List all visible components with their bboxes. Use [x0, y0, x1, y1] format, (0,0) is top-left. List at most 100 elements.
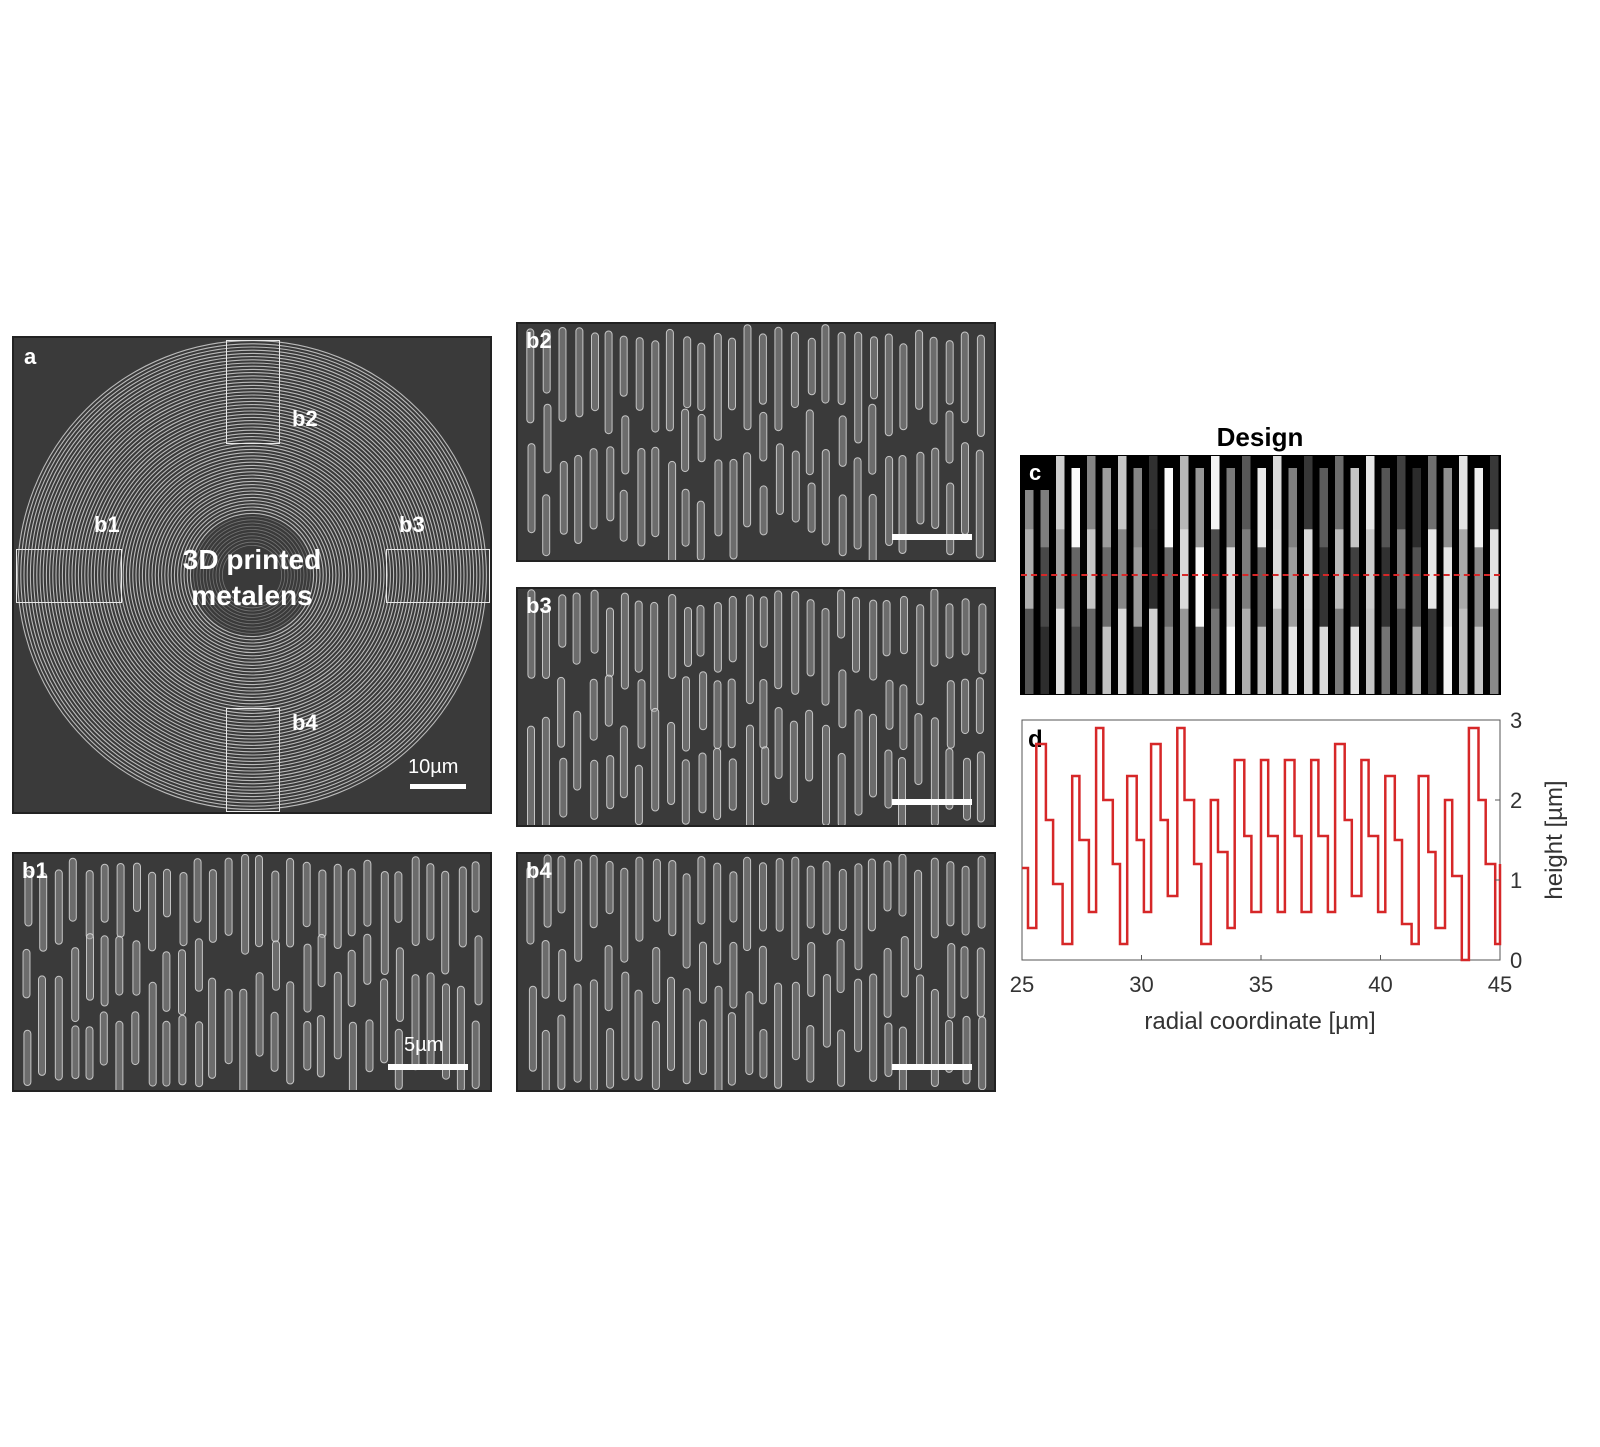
scale-bar-b4	[892, 1064, 972, 1070]
nanopillar	[589, 854, 598, 929]
lens-center	[224, 547, 280, 603]
scale-bar-b3	[892, 799, 972, 805]
panel-label-b4: b4	[526, 858, 552, 883]
nanopillar	[528, 985, 537, 1072]
nanopillar	[272, 940, 280, 991]
nanopillar	[960, 946, 969, 999]
design-pillar	[1040, 547, 1049, 635]
x-tick-label: 40	[1368, 972, 1392, 997]
nanopillar	[805, 409, 814, 476]
nanopillar	[945, 340, 954, 405]
design-pillar	[1056, 608, 1065, 694]
nanopillar	[713, 332, 722, 441]
nanopillar	[963, 757, 971, 821]
lens-ring	[164, 487, 340, 663]
design-pillar	[1118, 529, 1127, 617]
nanopillar	[761, 746, 770, 806]
lens-ring	[141, 464, 363, 686]
design-pillar	[1087, 529, 1096, 617]
nanopillar	[542, 494, 551, 557]
design-pillar	[1118, 608, 1127, 694]
design-pillar	[1133, 468, 1142, 556]
nanopillar	[697, 342, 706, 412]
nanopillar	[713, 602, 722, 673]
nanopillar	[23, 1029, 32, 1086]
lens-ring	[97, 420, 407, 730]
design-pillar	[1226, 547, 1235, 635]
design-pillar	[1040, 626, 1049, 694]
lens-ring	[106, 429, 398, 721]
nanopillar	[696, 500, 705, 560]
design-pillar	[1335, 608, 1344, 694]
nanopillar	[930, 717, 939, 825]
pillar-array-b2	[526, 324, 985, 560]
pillar-array-b4	[526, 854, 987, 1090]
design-pillar	[1242, 456, 1251, 538]
nanopillar	[682, 988, 691, 1085]
nanopillar	[759, 485, 768, 536]
lens-ring	[177, 500, 327, 650]
nanopillar	[758, 945, 767, 1005]
lens-ring	[129, 452, 375, 698]
design-pillar	[1381, 547, 1390, 635]
nanopillar	[241, 854, 250, 955]
design-pillar	[1226, 626, 1235, 694]
nanopillar	[426, 863, 435, 941]
nanopillar	[347, 868, 356, 937]
design-pillar	[1350, 626, 1359, 694]
nanopillar	[729, 871, 738, 923]
design-pillar	[1412, 626, 1421, 694]
nanopillar	[68, 857, 77, 922]
nanopillar	[883, 860, 892, 912]
nanopillar	[743, 452, 752, 528]
design-pillar	[1087, 608, 1096, 694]
lens-ring	[135, 458, 369, 692]
nanopillar	[559, 757, 568, 818]
design-pillar	[1180, 456, 1189, 538]
nanopillar	[317, 933, 326, 988]
design-pillar	[1304, 456, 1313, 538]
lens-ring	[65, 388, 439, 762]
nanopillar	[606, 1028, 615, 1089]
nanopillar	[543, 854, 552, 928]
nanopillar	[807, 482, 816, 533]
x-tick-label: 30	[1129, 972, 1153, 997]
lens-ring	[189, 512, 315, 638]
nanopillar	[54, 869, 63, 945]
nanopillar	[604, 674, 613, 727]
nanopillar	[573, 710, 582, 791]
roi-label-b3: b3	[399, 512, 425, 537]
lens-ring	[87, 410, 417, 740]
design-pillar	[1164, 626, 1173, 694]
nanopillar	[303, 1021, 312, 1071]
nanopillar	[789, 720, 798, 804]
nanopillar	[456, 985, 465, 1090]
nanopillar	[619, 335, 628, 397]
nanopillar	[867, 858, 876, 932]
nanopillar	[682, 676, 690, 752]
nanopillar	[318, 869, 327, 939]
nanopillar	[821, 324, 830, 404]
panel-label-c	[1021, 456, 1055, 490]
nanopillar	[684, 607, 692, 667]
nanopillar	[589, 678, 598, 741]
nanopillar	[697, 413, 706, 463]
nanopillar	[557, 855, 566, 914]
roi-b1	[16, 549, 122, 603]
x-tick-label: 35	[1249, 972, 1273, 997]
nanopillar	[870, 336, 878, 400]
x-tick-label: 45	[1488, 972, 1512, 997]
nanopillar	[945, 748, 954, 810]
metalens-title: 3D printed metalens	[152, 542, 352, 614]
nanopillar	[302, 861, 311, 928]
nanopillar	[178, 1014, 187, 1086]
nanopillar	[775, 443, 784, 515]
lens-ring	[116, 439, 388, 711]
nanopillar	[976, 751, 985, 823]
design-pillar	[1133, 626, 1142, 694]
design-pillar	[1428, 608, 1437, 694]
nanopillar	[947, 943, 956, 1019]
nanopillar	[836, 938, 845, 994]
lens-ring	[26, 349, 478, 801]
nanopillar	[699, 1019, 707, 1075]
